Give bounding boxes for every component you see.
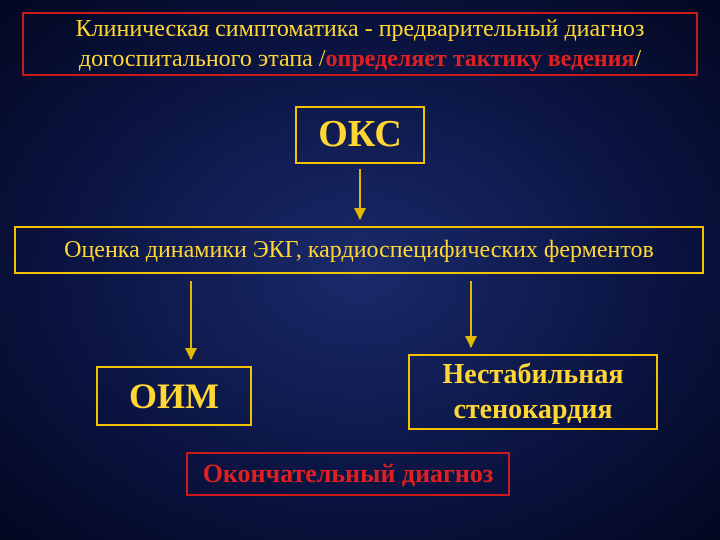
top-line1: Клиническая симптоматика - предварительн… (76, 14, 645, 44)
arrow-oks-to-ecg (359, 169, 361, 219)
top-line2c: / (634, 46, 641, 72)
unstable-line1: Нестабильная (442, 357, 623, 392)
box-oim: ОИМ (96, 366, 252, 426)
oim-text: ОИМ (129, 374, 219, 419)
arrow-ecg-to-oim (190, 281, 192, 359)
top-line2b: определяет тактику ведения (326, 46, 635, 72)
top-line2a: догоспитального этапа / (79, 46, 326, 72)
unstable-line2: стенокардия (453, 392, 612, 427)
final-text: Окончательный диагноз (203, 458, 494, 491)
top-line2: догоспитального этапа /определяет тактик… (79, 44, 641, 74)
box-final-diagnosis: Окончательный диагноз (186, 452, 510, 496)
box-unstable-angina: Нестабильная стенокардия (408, 354, 658, 430)
ecg-text: Оценка динамики ЭКГ, кардиоспецифических… (64, 235, 654, 265)
arrow-ecg-to-unstable (470, 281, 472, 347)
box-ecg-evaluation: Оценка динамики ЭКГ, кардиоспецифических… (14, 226, 704, 274)
oks-text: ОКС (318, 111, 402, 159)
box-oks: ОКС (295, 106, 425, 164)
box-clinical-symptoms: Клиническая симптоматика - предварительн… (22, 12, 698, 76)
